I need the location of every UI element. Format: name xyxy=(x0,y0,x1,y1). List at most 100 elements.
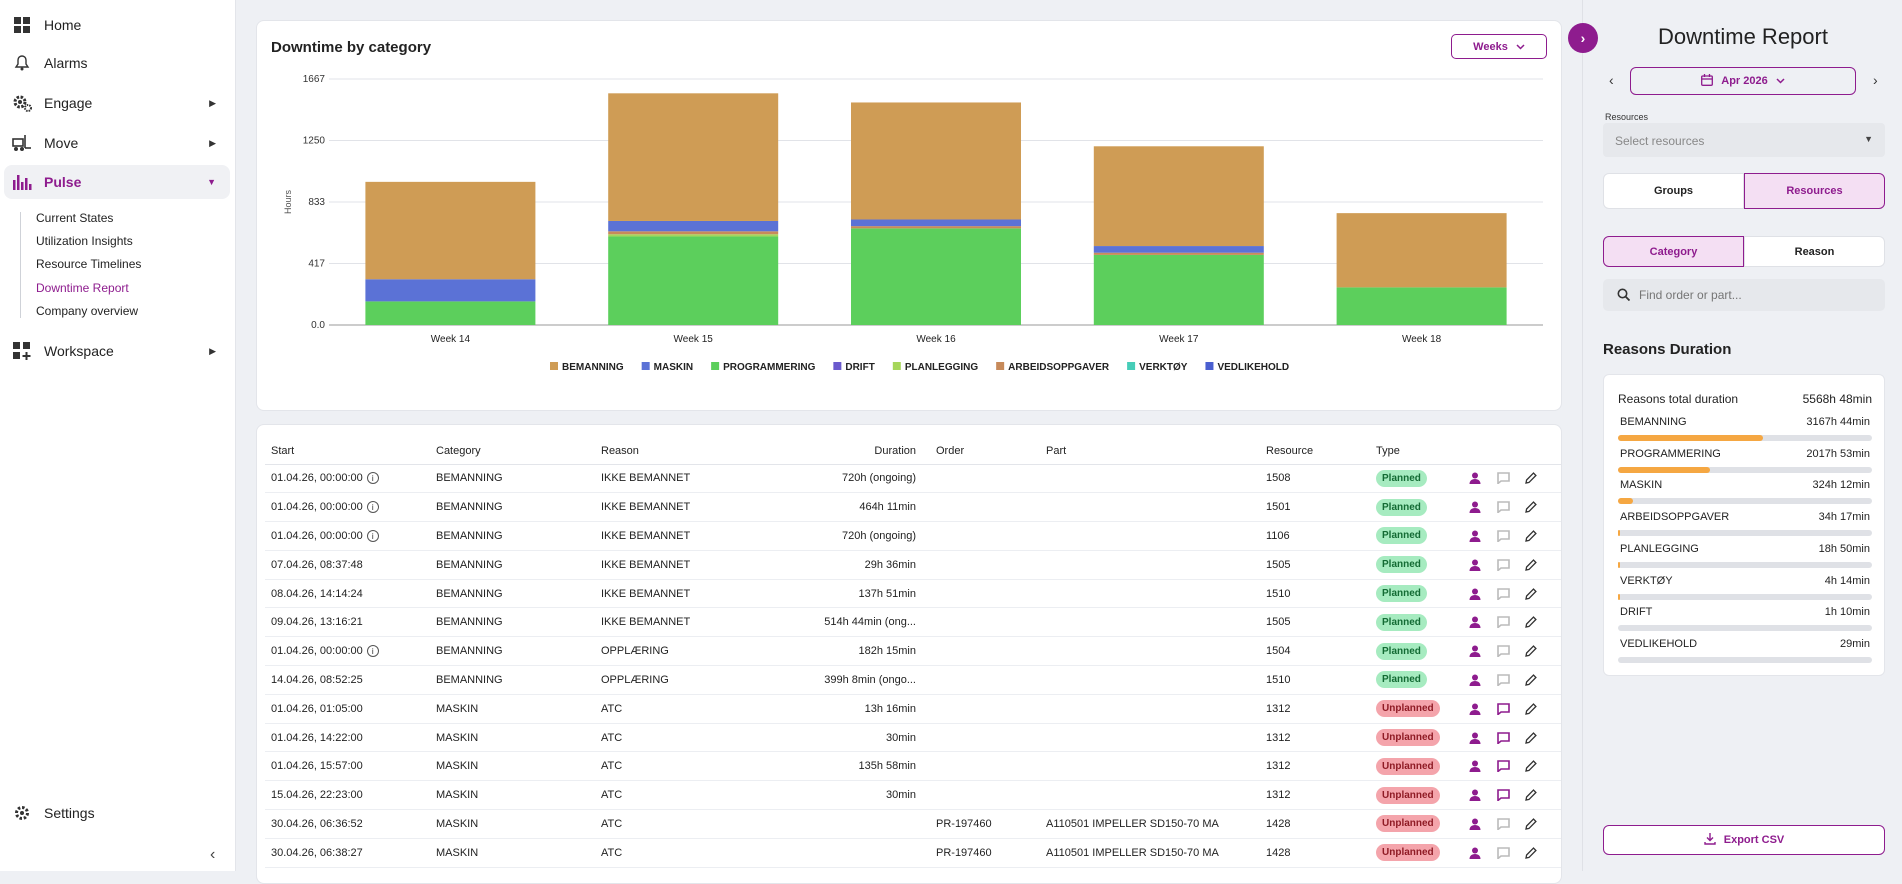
assign-person-icon[interactable] xyxy=(1466,642,1484,660)
comment-icon[interactable] xyxy=(1494,527,1512,545)
nav-move[interactable]: Move ▶ xyxy=(4,125,230,161)
assign-person-icon[interactable] xyxy=(1466,613,1484,631)
edit-pencil-icon[interactable] xyxy=(1522,498,1540,516)
table-row[interactable]: 01.04.26, 14:22:00 MASKIN ATC 30min 1312 Unpl… xyxy=(265,723,1561,753)
bar-segment-bemanning[interactable] xyxy=(608,93,779,221)
edit-pencil-icon[interactable] xyxy=(1522,527,1540,545)
nav-pulse[interactable]: Pulse ▼ xyxy=(4,165,230,199)
legend-entry[interactable]: VEDLIKEHOLD xyxy=(1217,362,1289,373)
legend-entry[interactable]: DRIFT xyxy=(845,362,874,373)
bar-segment-arbeidsoppgaver[interactable] xyxy=(1093,252,1264,255)
bar-segment-planlegging[interactable] xyxy=(608,234,779,237)
comment-icon[interactable] xyxy=(1494,613,1512,631)
nav-settings[interactable]: Settings xyxy=(4,795,230,831)
bar-segment-arbeidsoppgaver[interactable] xyxy=(608,231,779,235)
edit-pencil-icon[interactable] xyxy=(1522,757,1540,775)
assign-person-icon[interactable] xyxy=(1466,498,1484,516)
nav-alarms[interactable]: Alarms xyxy=(4,45,230,81)
comment-icon[interactable] xyxy=(1494,585,1512,603)
comment-icon[interactable] xyxy=(1494,671,1512,689)
table-row[interactable]: 30.04.26, 06:38:27 MASKIN ATC PR-197460 A110… xyxy=(265,838,1561,868)
assign-person-icon[interactable] xyxy=(1466,729,1484,747)
table-row[interactable]: 08.04.26, 14:14:24 BEMANNING IKKE BEMANNET… xyxy=(265,579,1561,609)
bar-segment-programmering[interactable] xyxy=(851,228,1021,325)
table-row[interactable]: 01.04.26, 00:00:00 i BEMANNING OPPLÆRING 182… xyxy=(265,636,1561,667)
comment-icon[interactable] xyxy=(1494,757,1512,775)
next-month-icon[interactable]: › xyxy=(1873,72,1878,88)
comment-icon[interactable] xyxy=(1494,815,1512,833)
legend-entry[interactable]: ARBEIDSOPPGAVER xyxy=(1008,362,1110,373)
col-order[interactable]: Order xyxy=(930,439,1040,465)
month-picker[interactable]: Apr 2026 xyxy=(1630,67,1856,95)
bar-segment-programmering[interactable] xyxy=(1336,287,1507,325)
subnav-resource-timelines[interactable]: Resource Timelines xyxy=(36,257,142,271)
edit-pencil-icon[interactable] xyxy=(1522,815,1540,833)
edit-pencil-icon[interactable] xyxy=(1522,700,1540,718)
edit-pencil-icon[interactable] xyxy=(1522,844,1540,862)
assign-person-icon[interactable] xyxy=(1466,815,1484,833)
comment-icon[interactable] xyxy=(1494,556,1512,574)
info-icon[interactable]: i xyxy=(366,645,379,658)
bar-segment-maskin[interactable] xyxy=(1093,246,1264,253)
bar-segment-bemanning[interactable] xyxy=(365,181,536,280)
edit-pencil-icon[interactable] xyxy=(1522,642,1540,660)
bar-segment-programmering[interactable] xyxy=(1093,254,1264,325)
legend-entry[interactable]: PROGRAMMERING xyxy=(723,362,815,373)
edit-pencil-icon[interactable] xyxy=(1522,469,1540,487)
bar-segment-maskin[interactable] xyxy=(851,219,1021,227)
table-row[interactable]: 09.04.26, 13:16:21 BEMANNING IKKE BEMANNET… xyxy=(265,607,1561,638)
assign-person-icon[interactable] xyxy=(1466,671,1484,689)
edit-pencil-icon[interactable] xyxy=(1522,786,1540,804)
assign-person-icon[interactable] xyxy=(1466,757,1484,775)
bar-segment-bemanning[interactable] xyxy=(851,102,1021,220)
comment-icon[interactable] xyxy=(1494,786,1512,804)
col-reason[interactable]: Reason xyxy=(595,439,760,465)
subnav-utilization-insights[interactable]: Utilization Insights xyxy=(36,234,133,248)
edit-pencil-icon[interactable] xyxy=(1522,671,1540,689)
assign-person-icon[interactable] xyxy=(1466,469,1484,487)
legend-entry[interactable]: PLANLEGGING xyxy=(905,362,979,373)
groups-tab[interactable]: Groups xyxy=(1603,173,1744,209)
nav-engage[interactable]: Engage ▶ xyxy=(4,85,230,121)
legend-entry[interactable]: BEMANNING xyxy=(562,362,624,373)
assign-person-icon[interactable] xyxy=(1466,844,1484,862)
search-input[interactable] xyxy=(1639,285,1869,305)
comment-icon[interactable] xyxy=(1494,469,1512,487)
resources-select[interactable]: Select resources ▼ xyxy=(1603,123,1885,157)
table-row[interactable]: 01.04.26, 15:57:00 MASKIN ATC 135h 58min 131… xyxy=(265,751,1561,782)
col-part[interactable]: Part xyxy=(1040,439,1260,465)
comment-icon[interactable] xyxy=(1494,700,1512,718)
legend-entry[interactable]: VERKTØY xyxy=(1139,362,1188,373)
assign-person-icon[interactable] xyxy=(1466,556,1484,574)
bar-segment-arbeidsoppgaver[interactable] xyxy=(851,226,1021,229)
col-type[interactable]: Type xyxy=(1370,439,1460,465)
table-row[interactable]: 01.04.26, 01:05:00 MASKIN ATC 13h 16min 1312… xyxy=(265,694,1561,724)
info-icon[interactable]: i xyxy=(366,530,379,543)
edit-pencil-icon[interactable] xyxy=(1522,556,1540,574)
panel-toggle-chevron-icon[interactable]: › xyxy=(1568,23,1598,53)
bar-segment-bemanning[interactable] xyxy=(1093,146,1264,247)
col-duration[interactable]: Duration xyxy=(760,439,930,465)
category-tab[interactable]: Category xyxy=(1603,236,1744,267)
period-dropdown[interactable]: Weeks xyxy=(1451,34,1547,59)
table-row[interactable]: 14.04.26, 08:52:25 BEMANNING OPPLÆRING 399h… xyxy=(265,665,1561,695)
resources-tab[interactable]: Resources xyxy=(1744,173,1885,209)
comment-icon[interactable] xyxy=(1494,642,1512,660)
reason-tab[interactable]: Reason xyxy=(1744,236,1885,267)
bar-segment-maskin[interactable] xyxy=(608,220,779,232)
info-icon[interactable]: i xyxy=(366,501,379,514)
table-row[interactable]: 30.04.26, 06:36:52 MASKIN ATC PR-197460 A110… xyxy=(265,809,1561,839)
info-icon[interactable]: i xyxy=(366,472,379,485)
table-row[interactable]: 01.04.26, 00:00:00 i BEMANNING IKKE BEMANNE… xyxy=(265,464,1561,494)
assign-person-icon[interactable] xyxy=(1466,700,1484,718)
table-row[interactable]: 01.04.26, 00:00:00 i BEMANNING IKKE BEMANNE… xyxy=(265,521,1561,551)
col-start[interactable]: Start xyxy=(265,439,430,465)
prev-month-icon[interactable]: ‹ xyxy=(1609,72,1614,88)
assign-person-icon[interactable] xyxy=(1466,585,1484,603)
comment-icon[interactable] xyxy=(1494,729,1512,747)
legend-entry[interactable]: MASKIN xyxy=(654,362,693,373)
edit-pencil-icon[interactable] xyxy=(1522,613,1540,631)
collapse-sidebar-icon[interactable]: ‹ xyxy=(210,846,216,863)
nav-workspace[interactable]: Workspace ▶ xyxy=(4,333,230,369)
table-row[interactable]: 07.04.26, 08:37:48 BEMANNING IKKE BEMANNET… xyxy=(265,550,1561,580)
